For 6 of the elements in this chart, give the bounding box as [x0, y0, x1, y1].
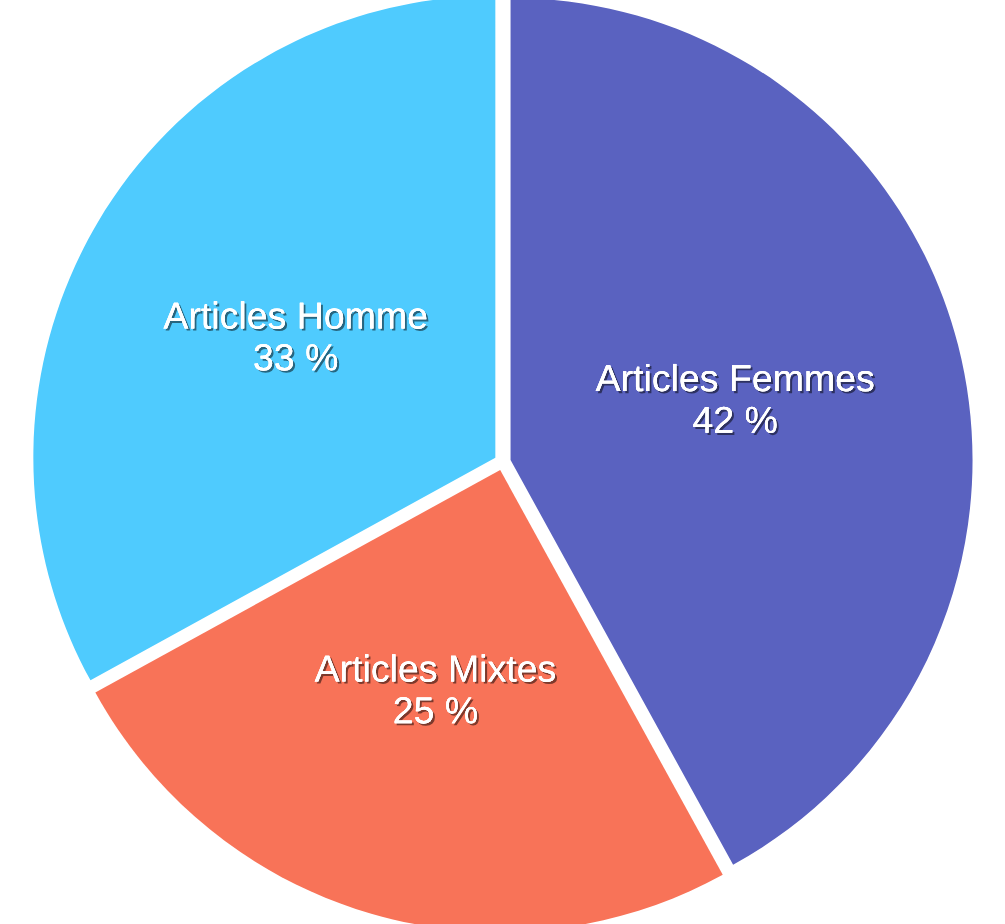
data-label: 33 % — [254, 344, 340, 373]
slice-label: Articles Homme — [163, 301, 429, 331]
slice-label: Articles Femmes — [595, 363, 876, 394]
data-label: 25 % — [394, 697, 479, 726]
data-label: 42 % — [693, 406, 779, 436]
slice-label: Articles Mixtes — [314, 654, 558, 684]
